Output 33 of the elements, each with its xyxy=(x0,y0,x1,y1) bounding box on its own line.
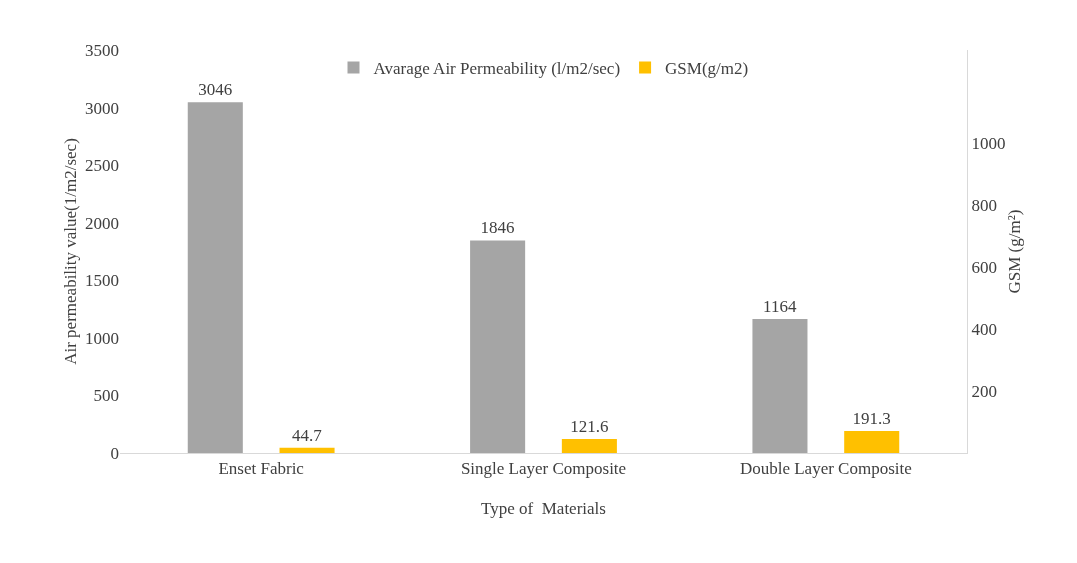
y-axis-title: Air permeability value(1/m2/sec) xyxy=(61,138,80,365)
data-label: 1846 xyxy=(480,218,515,238)
bar xyxy=(752,318,808,453)
x-tick-label: Double Layer Composite xyxy=(739,459,912,479)
data-label: 1164 xyxy=(763,296,797,316)
y-tick-label: 2500 xyxy=(85,156,119,176)
y2-tick-label: 600 xyxy=(971,257,997,277)
data-label: 191.3 xyxy=(852,408,891,428)
y-tick-label: 3500 xyxy=(85,40,119,60)
y2-tick-label: 1000 xyxy=(971,133,1006,153)
y-tick-label: 3000 xyxy=(85,98,119,118)
x-tick-label: Single Layer Composite xyxy=(460,459,627,479)
data-label: 3046 xyxy=(198,80,233,100)
bar xyxy=(187,102,243,453)
y-tick-label: 2000 xyxy=(85,213,119,233)
x-tick-label: Enset Fabric xyxy=(218,459,305,479)
y-tick-label: 1500 xyxy=(85,271,119,291)
x-axis-title: Type of Materials xyxy=(481,499,606,518)
bar xyxy=(279,447,335,453)
legend-label: GSM(g/m2) xyxy=(665,59,749,79)
legend-label: Avarage Air Permeability (l/m2/sec) xyxy=(373,59,621,79)
bar xyxy=(561,439,617,453)
y-tick-label: 0 xyxy=(110,443,119,463)
data-label: 44.7 xyxy=(291,425,323,445)
data-label: 121.6 xyxy=(570,417,609,436)
y-tick-label: 500 xyxy=(93,386,119,406)
y-tick-label: 1000 xyxy=(85,328,119,348)
y2-tick-label: 400 xyxy=(971,319,997,339)
y2-axis-title: GSM (g/m²) xyxy=(1004,209,1024,294)
y2-tick-label: 800 xyxy=(971,195,997,215)
bar xyxy=(470,240,526,453)
y2-tick-label: 200 xyxy=(971,381,997,401)
bar xyxy=(844,430,900,453)
